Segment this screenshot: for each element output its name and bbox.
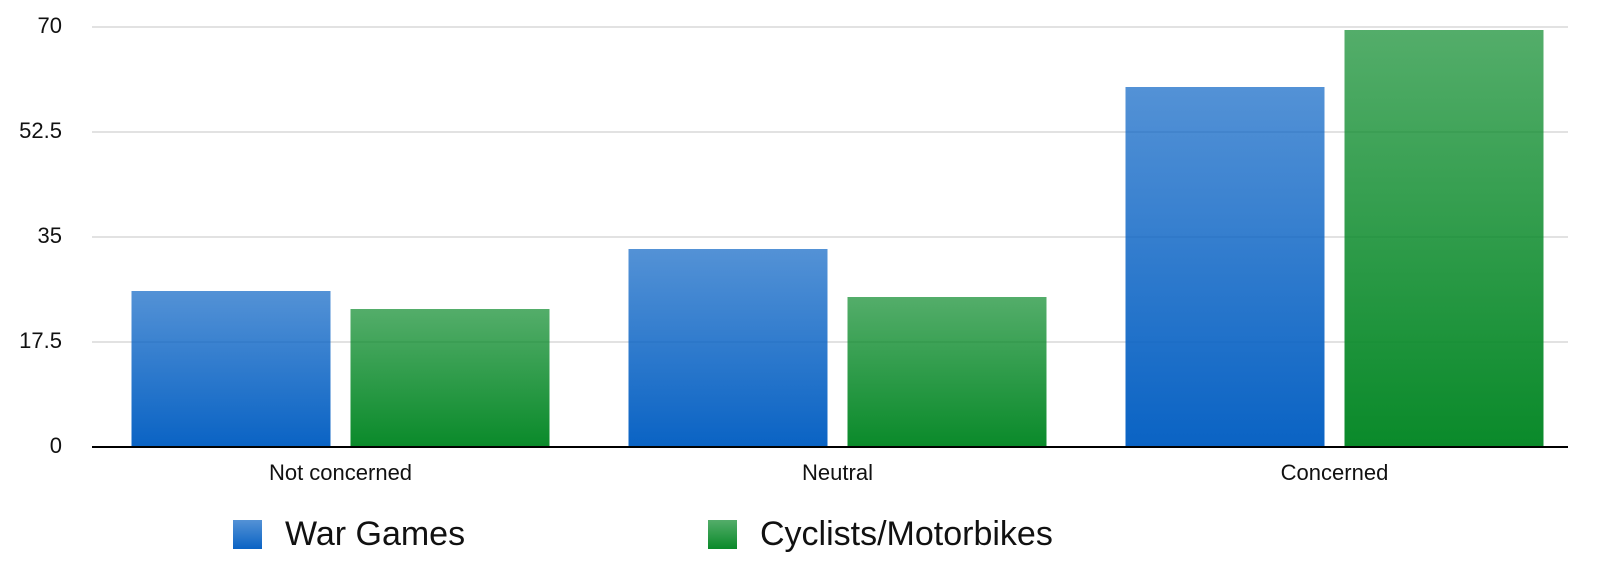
bar bbox=[1125, 87, 1325, 447]
y-tick-label: 35 bbox=[38, 223, 62, 248]
bar bbox=[1344, 30, 1544, 447]
x-tick-label: Neutral bbox=[802, 460, 873, 485]
bar bbox=[131, 291, 331, 447]
x-tick-label: Not concerned bbox=[269, 460, 412, 485]
x-tick-label: Concerned bbox=[1281, 460, 1389, 485]
y-tick-label: 52.5 bbox=[19, 118, 62, 143]
legend-text: War Games bbox=[285, 515, 465, 553]
y-tick-label: 70 bbox=[38, 13, 62, 38]
bar bbox=[847, 297, 1047, 447]
legend-text: Cyclists/Motorbikes bbox=[760, 515, 1053, 553]
legend-swatch bbox=[708, 520, 737, 549]
bar bbox=[350, 309, 550, 447]
y-tick-label: 17.5 bbox=[19, 328, 62, 353]
bar bbox=[628, 249, 828, 447]
y-tick-label: 0 bbox=[50, 433, 62, 458]
legend-swatch bbox=[233, 520, 262, 549]
